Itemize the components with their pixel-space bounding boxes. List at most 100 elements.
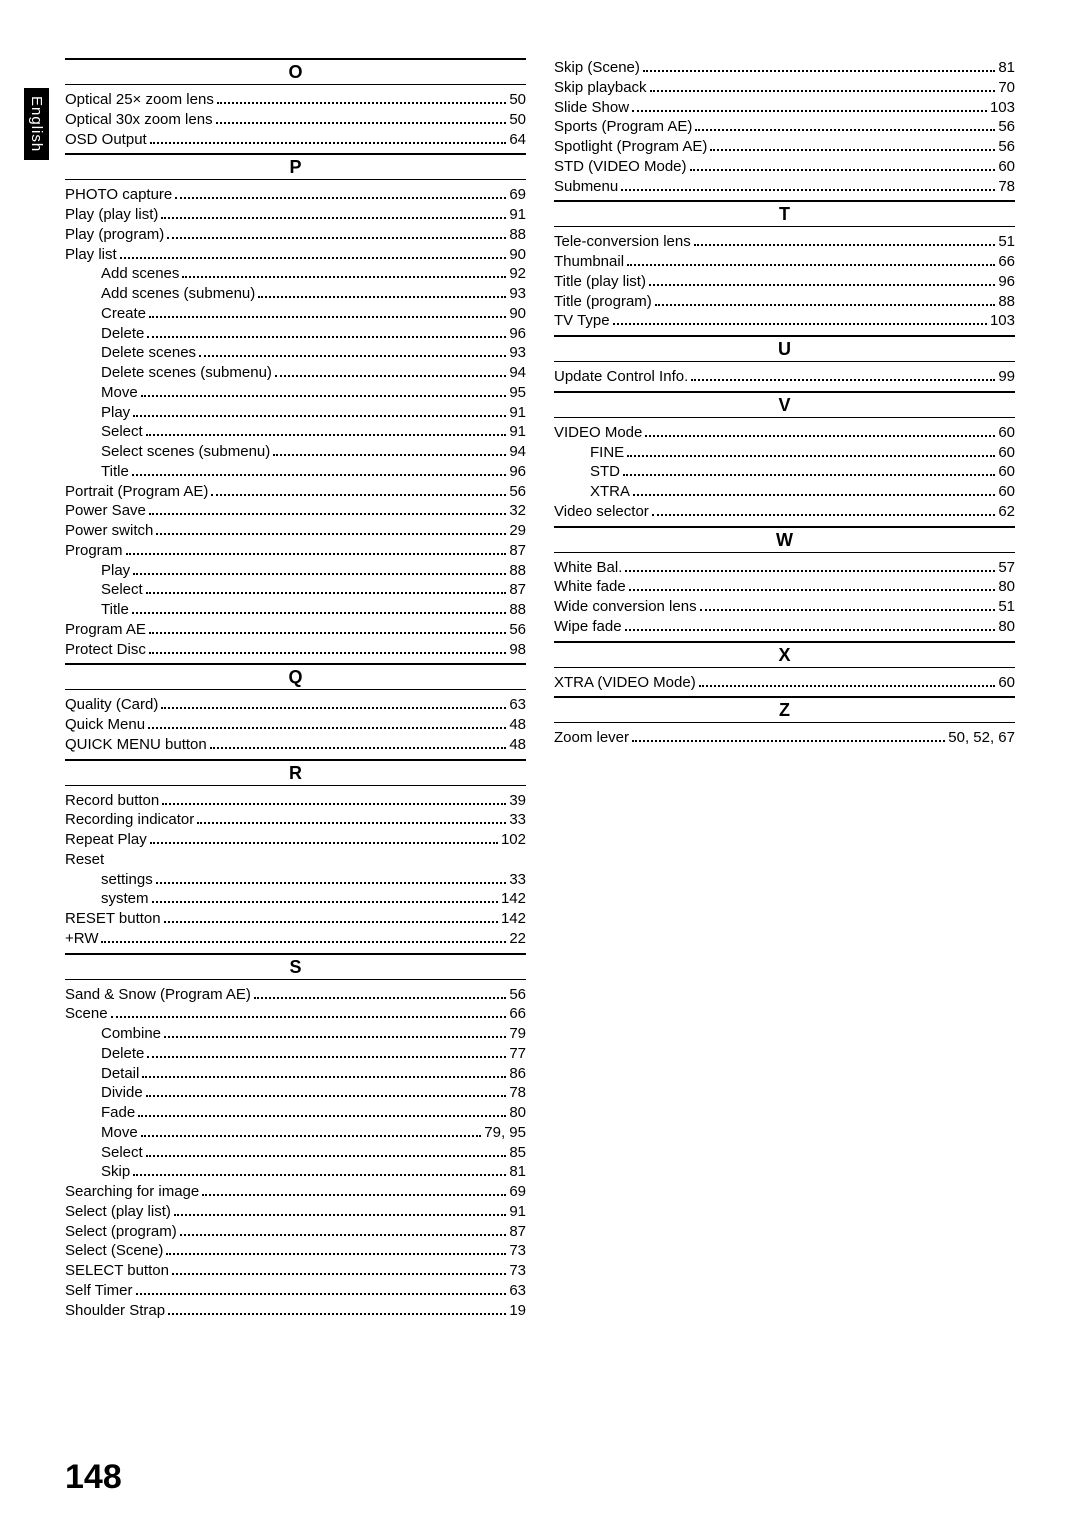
entry-label: Delete xyxy=(101,325,144,344)
entry-label: TV Type xyxy=(554,312,610,331)
entry-label: Play xyxy=(101,562,130,581)
leader-dots xyxy=(627,448,995,457)
index-entry: SELECT button73 xyxy=(65,1262,526,1281)
entry-page: 73 xyxy=(509,1262,526,1281)
index-entry: Program AE56 xyxy=(65,621,526,640)
index-entry: settings33 xyxy=(65,871,526,890)
entry-page: 142 xyxy=(501,910,526,929)
entry-label: Select (play list) xyxy=(65,1203,171,1222)
entry-label: Play xyxy=(101,404,130,423)
leader-dots xyxy=(633,487,995,496)
entry-label: Select xyxy=(101,1144,143,1163)
entry-page: 88 xyxy=(998,293,1015,312)
leader-dots xyxy=(111,1009,507,1018)
entry-label: Wide conversion lens xyxy=(554,598,697,617)
leader-dots xyxy=(149,625,506,634)
leader-dots xyxy=(690,162,996,171)
index-entry: Add scenes (submenu)93 xyxy=(65,285,526,304)
index-entry: Select (play list)91 xyxy=(65,1203,526,1222)
index-entry: Portrait (Program AE)56 xyxy=(65,483,526,502)
entry-page: 96 xyxy=(509,463,526,482)
entry-page: 57 xyxy=(998,559,1015,578)
entry-label: RESET button xyxy=(65,910,161,929)
leader-dots xyxy=(126,546,507,555)
index-entry: Combine79 xyxy=(65,1025,526,1044)
leader-dots xyxy=(625,622,996,631)
leader-dots xyxy=(643,63,995,72)
index-entry: STD (VIDEO Mode)60 xyxy=(554,158,1015,177)
section-header: T xyxy=(554,200,1015,227)
leader-dots xyxy=(258,289,506,298)
index-entry: Spotlight (Program AE)56 xyxy=(554,138,1015,157)
section-header: X xyxy=(554,641,1015,668)
entry-page: 66 xyxy=(998,253,1015,272)
entry-label: Select xyxy=(101,581,143,600)
index-entry: +RW22 xyxy=(65,930,526,949)
entry-label: PHOTO capture xyxy=(65,186,172,205)
entry-label: Delete scenes xyxy=(101,344,196,363)
entry-label: Optical 25× zoom lens xyxy=(65,91,214,110)
section-header: P xyxy=(65,153,526,180)
index-entry: Move95 xyxy=(65,384,526,403)
index-entry: Repeat Play102 xyxy=(65,831,526,850)
entry-page: 99 xyxy=(998,368,1015,387)
entry-label: Skip xyxy=(101,1163,130,1182)
entry-page: 88 xyxy=(509,226,526,245)
leader-dots xyxy=(149,506,506,515)
leader-dots xyxy=(148,720,506,729)
leader-dots xyxy=(133,1167,506,1176)
entry-label: Power Save xyxy=(65,502,146,521)
entry-label: Play (play list) xyxy=(65,206,158,225)
index-entry: Title88 xyxy=(65,601,526,620)
leader-dots xyxy=(147,329,506,338)
entry-label: FINE xyxy=(590,444,624,463)
leader-dots xyxy=(150,835,498,844)
section-header: R xyxy=(65,759,526,786)
leader-dots xyxy=(141,1128,482,1137)
entry-page: 98 xyxy=(509,641,526,660)
entry-page: 91 xyxy=(509,404,526,423)
entry-page: 90 xyxy=(509,305,526,324)
leader-dots xyxy=(629,582,996,591)
index-entry: Detail86 xyxy=(65,1065,526,1084)
index-entry: Delete77 xyxy=(65,1045,526,1064)
index-entry: Select91 xyxy=(65,423,526,442)
entry-page: 79, 95 xyxy=(484,1124,526,1143)
leader-dots xyxy=(156,875,507,884)
entry-label: Protect Disc xyxy=(65,641,146,660)
entry-page: 48 xyxy=(509,736,526,755)
index-entry: Play list90 xyxy=(65,246,526,265)
entry-page: 96 xyxy=(509,325,526,344)
entry-label: Scene xyxy=(65,1005,108,1024)
entry-page: 29 xyxy=(509,522,526,541)
entry-page: 94 xyxy=(509,364,526,383)
entry-label: Record button xyxy=(65,792,159,811)
leader-dots xyxy=(652,507,996,516)
entry-label: White fade xyxy=(554,578,626,597)
leader-dots xyxy=(699,678,996,687)
entry-page: 50 xyxy=(509,91,526,110)
index-entry: Zoom lever50, 52, 67 xyxy=(554,729,1015,748)
index-entry: XTRA60 xyxy=(554,483,1015,502)
entry-page: 50, 52, 67 xyxy=(948,729,1015,748)
index-entry: Select scenes (submenu)94 xyxy=(65,443,526,462)
index-entry: Sports (Program AE)56 xyxy=(554,118,1015,137)
entry-page: 78 xyxy=(998,178,1015,197)
entry-page: 142 xyxy=(501,890,526,909)
entry-page: 56 xyxy=(509,621,526,640)
entry-label: Title xyxy=(101,463,129,482)
entry-page: 80 xyxy=(509,1104,526,1123)
index-entry: Reset xyxy=(65,851,526,870)
entry-label: Add scenes xyxy=(101,265,179,284)
index-entry: Delete 96 xyxy=(65,325,526,344)
section-header: W xyxy=(554,526,1015,553)
index-entry: system142 xyxy=(65,890,526,909)
leader-dots xyxy=(180,1227,507,1236)
leader-dots xyxy=(174,1207,506,1216)
leader-dots xyxy=(217,95,506,104)
entry-label: settings xyxy=(101,871,153,890)
entry-page: 50 xyxy=(509,111,526,130)
index-entry: OSD Output64 xyxy=(65,131,526,150)
leader-dots xyxy=(655,297,996,306)
entry-label: XTRA xyxy=(590,483,630,502)
